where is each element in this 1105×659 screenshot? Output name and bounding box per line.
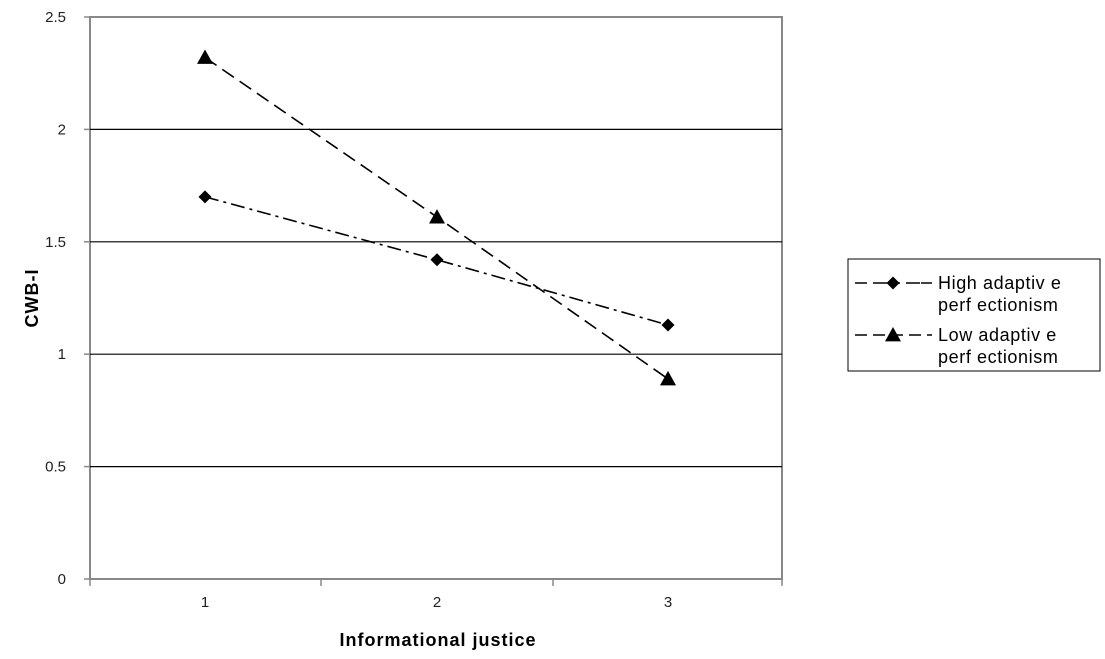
y-tick-label: 1: [58, 346, 66, 363]
plot-area: [89, 16, 783, 580]
y-tick-label: 0: [58, 571, 66, 588]
x-axis: 1 2 3: [89, 579, 783, 611]
legend-label: perf ectionism: [938, 347, 1058, 367]
series-layer: [197, 49, 676, 386]
x-tick-label: 1: [201, 594, 209, 611]
x-axis-title: Informational justice: [339, 630, 536, 650]
legend-label: High adaptiv e: [938, 273, 1061, 293]
data-point: [430, 253, 444, 267]
gridlines: [90, 128, 782, 468]
x-tick-label: 2: [433, 594, 441, 611]
legend-label: Low adaptiv e: [938, 325, 1057, 345]
y-tick-label: 2: [58, 121, 66, 138]
legend-marker: [885, 327, 901, 342]
x-tick-label: 3: [664, 594, 672, 611]
data-point: [197, 49, 213, 64]
y-tick-label: 2.5: [45, 9, 66, 26]
data-point: [429, 209, 445, 224]
y-axis: 0 0.5 1 1.5 2 2.5: [45, 9, 90, 588]
y-axis-title: CWB-I: [22, 269, 42, 328]
series-1: [198, 190, 675, 332]
data-point: [661, 318, 675, 332]
legend-marker: [886, 276, 900, 290]
series-2: [197, 49, 676, 386]
legend-box: [847, 258, 1101, 372]
data-point: [660, 370, 676, 386]
y-tick-label: 0.5: [45, 459, 66, 476]
data-point: [198, 190, 212, 204]
y-tick-label: 1.5: [45, 234, 66, 251]
legend-label: perf ectionism: [938, 295, 1058, 315]
